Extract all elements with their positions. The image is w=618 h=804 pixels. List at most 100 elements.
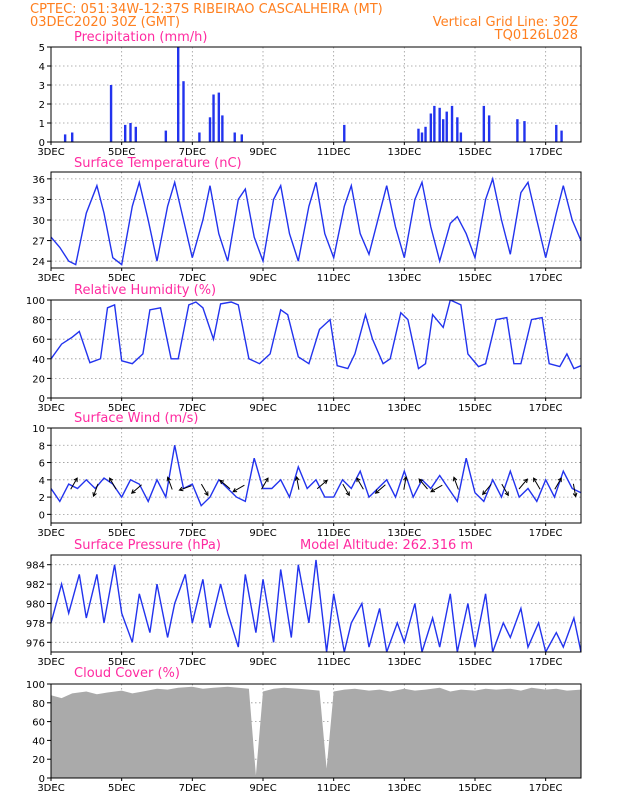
humidity-x-tick-label: 11DEC [317, 403, 351, 414]
wind-wind-arrow [403, 475, 408, 490]
wind-wind-arrow [316, 479, 329, 490]
cloud-y-tick-label: 0 [39, 774, 45, 785]
header-model-code: TQ0126L028 [494, 28, 578, 43]
pressure-x-tick-label: 9DEC [249, 657, 276, 668]
wind-series-line [51, 445, 581, 507]
cloud-area [51, 686, 581, 778]
temp-y-tick-label: 36 [32, 175, 45, 186]
wind-wind-arrow [501, 483, 509, 497]
pressure-frame [50, 554, 582, 653]
wind-wind-arrow [178, 485, 192, 492]
precip-bar [487, 115, 491, 142]
precip-bar [555, 124, 558, 142]
temp-x-tick-label: 17DEC [529, 273, 563, 284]
temp-x-tick-label: 11DEC [317, 273, 351, 284]
pressure-x-tick-label: 3DEC [37, 657, 64, 668]
pressure-x-tick-label: 11DEC [317, 657, 351, 668]
precip-y-tick-label: 3 [39, 81, 45, 92]
wind-wind-arrow [261, 477, 269, 490]
precip-bar [124, 124, 127, 142]
wind-wind-arrow [554, 477, 562, 490]
precip-bar [71, 132, 74, 142]
wind-wind-arrow [92, 483, 99, 498]
wind-x-tick-label: 11DEC [317, 528, 351, 539]
wind-y-tick-label: 4 [39, 476, 45, 487]
humidity-x-tick-label: 3DEC [37, 403, 64, 414]
pressure-x-tick-label: 15DEC [458, 657, 492, 668]
cloud-y-tick-label: 20 [32, 755, 45, 766]
header-grid-note: Vertical Grid Line: 30Z [433, 15, 578, 30]
precip-bar [523, 121, 526, 142]
precip-bar [109, 85, 113, 142]
pressure-x-tick-label: 13DEC [387, 657, 421, 668]
wind-frame [50, 427, 582, 524]
wind-wind-arrow [166, 476, 173, 490]
precip-bar [198, 132, 201, 142]
humidity-x-tick-label: 17DEC [529, 403, 563, 414]
precip-bar [442, 119, 445, 142]
wind-y-tick-label: 8 [39, 441, 45, 452]
cloud-y-tick-label: 100 [26, 680, 45, 691]
cloud-x-tick-label: 11DEC [317, 783, 351, 794]
precip-x-tick-label: 13DEC [387, 147, 421, 158]
panels-group: 0 1 2 3 4 5 3DEC 5DEC 7DEC 9DEC 11DEC 13DEC 15DEC 17D… [26, 30, 582, 794]
precip-bar [177, 47, 180, 142]
precip-bar [212, 94, 215, 142]
precip-bar [182, 81, 185, 142]
precip-bar [560, 130, 563, 142]
precip-bar [221, 115, 224, 142]
wind-wind-arrow [219, 479, 231, 490]
temp-frame [50, 171, 582, 269]
cloud-x-tick-label: 17DEC [529, 783, 563, 794]
humidity-y-tick-label: 100 [26, 296, 45, 307]
wind-wind-arrow [533, 477, 541, 490]
cloud-title: Cloud Cover (%) [74, 666, 180, 681]
humidity-y-tick-label: 60 [32, 335, 45, 346]
wind-x-tick-label: 5DEC [108, 528, 135, 539]
precip-x-tick-label: 5DEC [108, 147, 135, 158]
cloud-x-tick-label: 15DEC [458, 783, 492, 794]
precip-bar [129, 123, 132, 142]
precip-x-tick-label: 11DEC [317, 147, 351, 158]
precip-bar [433, 105, 436, 142]
wind-wind-arrow [109, 477, 117, 490]
temp-x-tick-label: 13DEC [387, 273, 421, 284]
precip-bar [456, 117, 459, 142]
precip-y-tick-label: 4 [39, 62, 45, 73]
cloud-y-tick-label: 80 [32, 699, 45, 710]
wind-y-tick-label: 6 [39, 459, 45, 470]
precip-bar [240, 134, 243, 142]
precip-x-tick-label: 9DEC [249, 147, 276, 158]
temp-x-tick-label: 9DEC [249, 273, 276, 284]
precip-y-tick-label: 5 [39, 43, 45, 54]
humidity-y-tick-label: 40 [32, 355, 45, 366]
precip-bar [424, 126, 427, 142]
pressure-y-tick-label: 976 [26, 638, 45, 649]
temp-y-tick-label: 33 [32, 195, 45, 206]
wind-x-tick-label: 3DEC [37, 528, 64, 539]
precip-bar [217, 92, 221, 142]
precip-x-tick-label: 7DEC [179, 147, 206, 158]
cloud-x-tick-label: 5DEC [108, 783, 135, 794]
wind-wind-arrow [418, 478, 428, 490]
pressure-y-tick-label: 980 [26, 600, 45, 611]
wind-x-tick-label: 17DEC [529, 528, 563, 539]
precip-bar [63, 134, 67, 142]
wind-wind-arrow [342, 483, 350, 497]
cloud-y-tick-label: 60 [32, 718, 45, 729]
temp-y-tick-label: 27 [32, 237, 45, 248]
wind-wind-arrow [374, 484, 386, 494]
pressure-x-tick-label: 17DEC [529, 657, 563, 668]
temp-y-tick-label: 30 [32, 216, 45, 227]
pressure-y-tick-label: 978 [26, 619, 45, 630]
pressure-x-tick-label: 7DEC [179, 657, 206, 668]
precip-bar [233, 132, 236, 142]
wind-wind-arrow [572, 483, 578, 498]
pressure-x-tick-label: 5DEC [108, 657, 135, 668]
wind-y-tick-label: 2 [39, 493, 45, 504]
humidity-title: Relative Humidity (%) [74, 283, 216, 298]
cloud-x-tick-label: 9DEC [249, 783, 276, 794]
wind-wind-arrow [356, 477, 364, 490]
